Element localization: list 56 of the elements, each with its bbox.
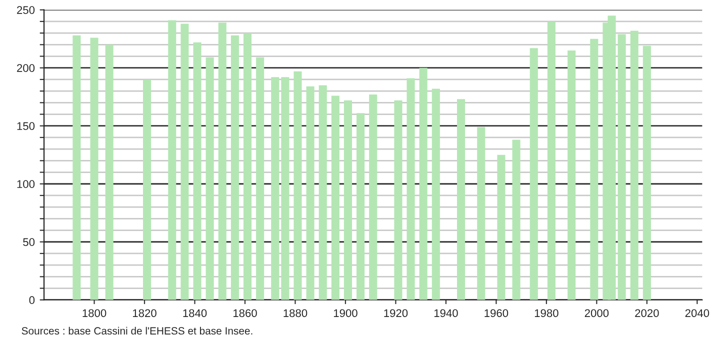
bar: [394, 100, 402, 300]
x-tick-label: 1880: [284, 309, 308, 318]
bar: [142, 79, 152, 300]
bar: [90, 38, 98, 300]
bar: [193, 42, 202, 300]
bar: [432, 88, 440, 300]
y-tick-label: 200: [17, 64, 35, 72]
bar: [318, 85, 327, 300]
x-tick-label: 1800: [82, 309, 106, 318]
bar: [271, 77, 280, 300]
bar: [356, 113, 365, 300]
x-tick-label: 1920: [384, 309, 408, 318]
x-tick-label: 2020: [635, 309, 659, 318]
bar: [547, 21, 556, 300]
x-tick-label: 2040: [685, 309, 710, 318]
bar: [206, 57, 214, 300]
bar: [590, 38, 598, 300]
bar: [218, 22, 226, 300]
x-tick-label: 1980: [534, 309, 558, 318]
x-tick-label: 1840: [183, 309, 207, 318]
bar: [72, 35, 81, 300]
bar: [243, 33, 252, 300]
x-tick-label: 1820: [132, 309, 156, 318]
bar: [618, 34, 626, 300]
bar: [230, 35, 239, 300]
bar: [306, 86, 314, 300]
y-tick-label: 100: [17, 180, 35, 188]
x-tick-label: 1860: [233, 309, 257, 318]
bar: [180, 24, 189, 300]
bar: [168, 20, 176, 300]
bar: [477, 127, 486, 300]
bar: [512, 140, 520, 300]
bar: [256, 57, 264, 300]
y-tick-label: 50: [23, 238, 35, 246]
y-tick-label: 250: [17, 6, 35, 14]
bar: [642, 46, 651, 300]
bar: [294, 71, 302, 300]
x-tick-label: 1900: [334, 309, 358, 318]
x-tick-label: 1940: [434, 309, 458, 318]
bar: [344, 100, 352, 300]
y-tick-label: 150: [17, 122, 35, 130]
bar: [457, 99, 466, 300]
bar: [419, 68, 428, 300]
bar: [281, 77, 290, 300]
bar: [530, 48, 538, 300]
x-tick-label: 1960: [484, 309, 508, 318]
x-tick-label: 2000: [584, 309, 609, 318]
bar: [497, 154, 506, 300]
bar: [568, 50, 576, 300]
source-note: Sources : base Cassini de l'EHESS et base Insee.: [22, 326, 252, 335]
bar: [105, 44, 114, 300]
y-tick-label: 0: [29, 296, 35, 304]
bar: [630, 30, 638, 300]
bar: [406, 78, 415, 300]
bar: [369, 94, 378, 300]
bar: [331, 96, 340, 300]
